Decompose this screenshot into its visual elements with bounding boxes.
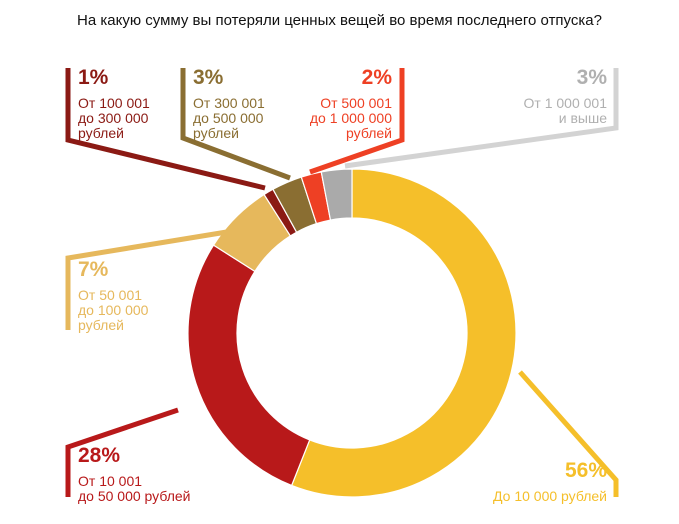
label-slice-5: 2% От 500 001 до 1 000 000 рублей xyxy=(310,66,392,141)
category-label: До 10 000 рублей xyxy=(493,488,607,504)
category-label: От 500 001 до 1 000 000 рублей xyxy=(309,95,392,141)
category-label: От 300 001 до 500 000 рублей xyxy=(193,95,265,141)
label-slice-1: 28% От 10 001 до 50 000 рублей xyxy=(78,444,191,504)
leader-line xyxy=(65,407,179,497)
donut-slice xyxy=(187,244,311,487)
leader-line xyxy=(65,68,266,191)
category-label: От 10 001 до 50 000 рублей xyxy=(78,473,191,504)
pct-label: 2% xyxy=(361,66,392,89)
leader-line xyxy=(180,68,291,181)
label-slice-2: 7% От 50 001 до 100 000 рублей xyxy=(78,258,148,333)
pct-label: 28% xyxy=(78,444,121,467)
category-label: От 50 001 до 100 000 рублей xyxy=(78,287,149,333)
leader-line xyxy=(309,68,405,175)
label-slice-4: 3% От 300 001 до 500 000 рублей xyxy=(193,66,265,141)
category-label: От 1 000 001 и выше xyxy=(523,95,607,126)
donut-slice xyxy=(320,168,353,221)
leader-line xyxy=(344,68,619,169)
chart-title: На какую сумму вы потеряли ценных вещей … xyxy=(77,12,602,29)
pct-label: 1% xyxy=(78,66,109,89)
leader-line xyxy=(65,226,246,330)
pct-label: 3% xyxy=(576,66,607,89)
leader-line xyxy=(518,370,619,497)
label-slice-3: 1% От 100 001 до 300 000 рублей xyxy=(78,66,150,141)
category-label: От 100 001 до 300 000 рублей xyxy=(78,95,150,141)
label-slice-6: 3% От 1 000 001 и выше xyxy=(524,66,607,126)
donut-slice xyxy=(290,168,517,498)
pct-label: 3% xyxy=(193,66,224,89)
label-slice-0: 56% До 10 000 рублей xyxy=(493,459,607,504)
pct-label: 7% xyxy=(78,258,109,281)
pct-label: 56% xyxy=(564,459,607,482)
